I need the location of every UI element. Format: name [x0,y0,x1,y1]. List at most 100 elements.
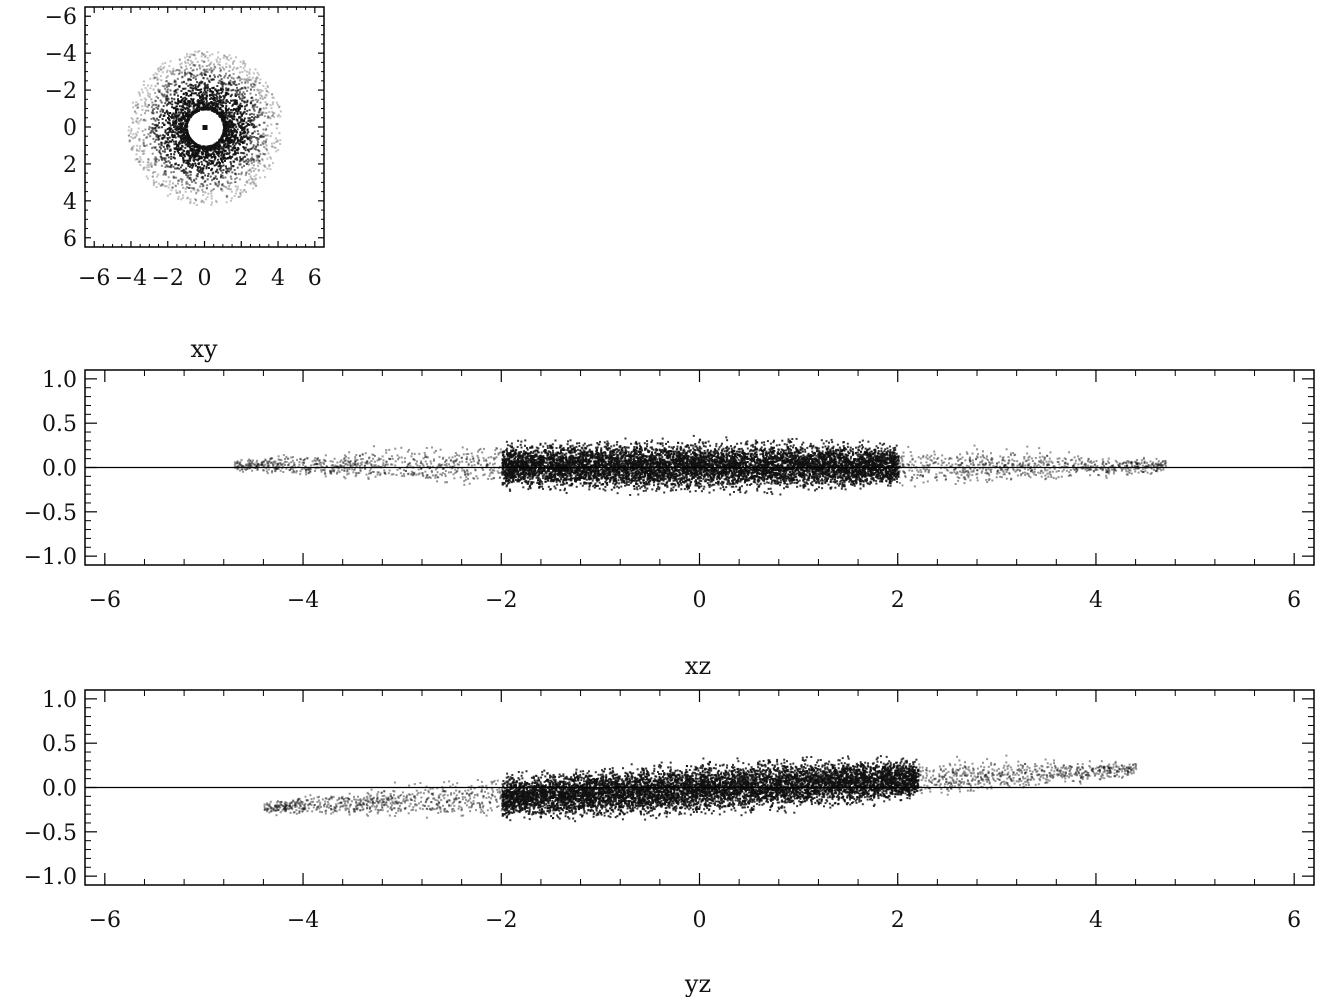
density-point [235,189,238,192]
density-point [233,140,236,143]
density-point [252,164,255,167]
density-point [185,65,188,68]
density-point [152,117,155,120]
density-point [263,115,266,118]
density-point [1128,472,1131,474]
density-point [981,470,984,473]
density-point [852,461,855,463]
density-point [143,134,146,136]
density-point [227,152,230,155]
density-point [244,86,247,89]
density-point [172,120,175,123]
density-point [884,472,887,475]
density-point [170,155,173,158]
density-point [255,125,258,128]
density-point [1158,464,1161,467]
density-point [257,169,260,172]
density-point [189,171,192,173]
density-point [144,119,147,122]
density-point [239,192,242,195]
density-point [829,448,832,451]
density-point [167,102,170,105]
density-point [216,95,219,98]
density-point [171,106,174,109]
density-point [248,148,251,151]
density-point [133,110,136,113]
density-point [189,176,192,179]
density-point [428,476,431,478]
density-point [211,146,214,149]
density-point [189,142,192,145]
density-point [205,187,208,190]
density-point [188,162,191,165]
density-point [220,139,223,142]
density-point [171,186,174,189]
density-point [171,123,174,126]
density-point [211,167,214,170]
density-point [238,79,241,82]
density-point [162,114,165,117]
density-point [208,68,211,71]
density-point [544,475,547,478]
x-tick-label: 6 [308,266,322,291]
density-point [148,126,151,128]
density-point [156,73,159,76]
density-point [185,118,188,121]
density-point [172,175,175,178]
density-point [209,145,211,148]
density-point [248,172,251,175]
density-point [160,108,163,111]
density-point [493,469,496,472]
density-point [239,137,242,140]
density-point [218,99,221,102]
density-point [161,137,164,140]
density-point [267,152,270,155]
density-point [190,78,192,81]
density-point [185,67,188,70]
density-point [196,81,198,84]
density-point [189,86,192,89]
density-point [304,465,307,468]
density-point [232,165,235,168]
density-point [331,469,333,472]
density-point [633,453,635,456]
density-point [213,158,216,161]
density-point [264,129,267,131]
density-point [236,158,239,161]
density-point [213,102,216,105]
density-point [175,116,178,119]
density-point [175,83,178,86]
density-point [186,128,189,131]
density-point [194,182,197,184]
density-point [257,169,260,172]
density-point [192,142,195,145]
density-point [177,102,180,105]
density-point [249,92,252,95]
density-point [221,184,224,187]
density-point [153,158,156,161]
density-point [265,127,268,130]
density-point [844,472,847,475]
density-point [155,138,158,141]
density-point [172,134,175,137]
density-point [203,201,205,204]
density-point [562,447,565,450]
density-point [165,164,168,167]
density-point [169,89,172,92]
density-point [136,103,139,106]
density-point [180,66,183,69]
density-point [184,101,187,103]
density-point [635,468,638,471]
density-point [441,472,444,474]
density-point [178,117,180,120]
density-point [174,128,177,131]
density-point [186,176,189,179]
density-point [200,199,203,202]
density-point [251,156,254,159]
density-point [234,56,237,59]
density-point [205,104,207,107]
density-point [160,143,163,146]
density-point [182,121,185,124]
density-point [232,82,235,85]
density-point [130,117,133,120]
